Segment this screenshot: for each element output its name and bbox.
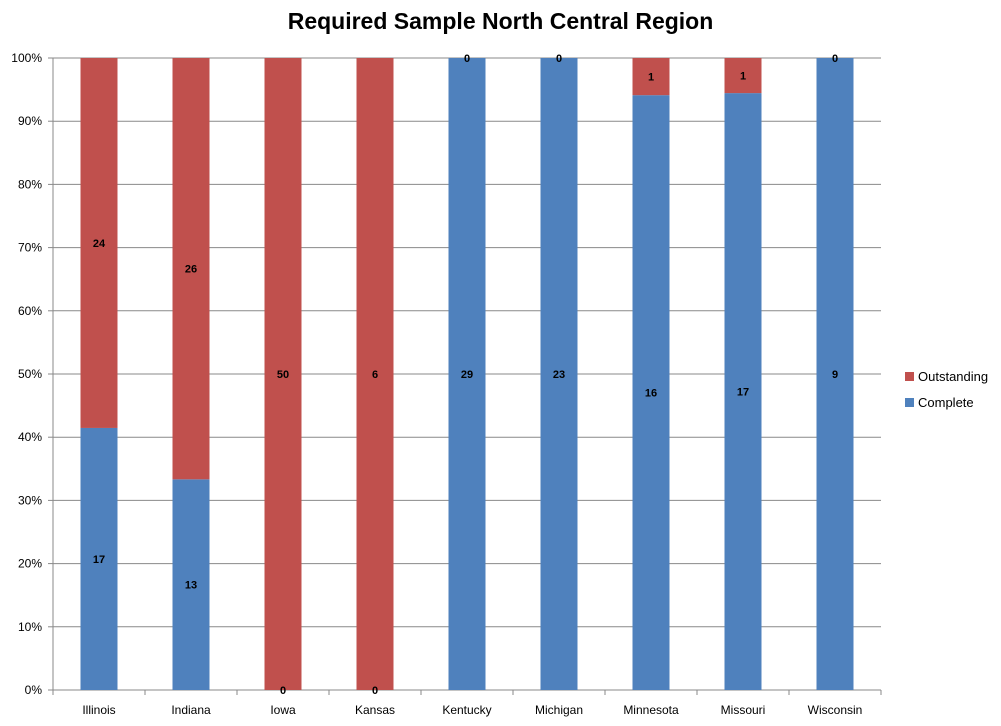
y-tick-label: 90% xyxy=(18,114,42,128)
chart-title: Required Sample North Central Region xyxy=(287,8,714,34)
bar-outstanding xyxy=(264,58,302,690)
data-label-complete: 23 xyxy=(553,369,565,381)
legend-label-outstanding: Outstanding xyxy=(918,368,989,384)
data-label-complete: 17 xyxy=(737,387,749,399)
data-label-outstanding: 0 xyxy=(832,53,838,65)
data-label-outstanding: 1 xyxy=(648,72,654,84)
y-tick-label: 20% xyxy=(18,557,42,571)
y-tick-label: 100% xyxy=(11,51,42,65)
legend: Outstanding Complete xyxy=(905,363,988,415)
legend-item-outstanding: Outstanding xyxy=(905,363,988,389)
x-tick-label: Kentucky xyxy=(442,703,491,717)
bar-outstanding xyxy=(724,58,762,94)
y-tick-label: 10% xyxy=(18,620,42,634)
bar-complete xyxy=(816,58,854,690)
y-tick-label: 0% xyxy=(25,683,43,697)
x-tick-label: Indiana xyxy=(171,703,211,717)
x-tick-label: Missouri xyxy=(721,703,766,717)
bar-complete xyxy=(724,93,762,691)
legend-item-complete: Complete xyxy=(905,389,988,415)
data-label-outstanding: 0 xyxy=(464,53,470,65)
bar-complete xyxy=(540,58,578,690)
data-label-outstanding: 26 xyxy=(185,264,197,276)
data-label-complete: 13 xyxy=(185,580,197,592)
data-label-outstanding: 1 xyxy=(740,71,746,83)
y-tick-label: 70% xyxy=(18,241,42,255)
bar-complete xyxy=(448,58,486,690)
data-label-complete: 0 xyxy=(280,685,286,697)
data-label-complete: 17 xyxy=(93,554,105,566)
y-tick-label: 30% xyxy=(18,493,42,507)
x-tick-label: Minnesota xyxy=(623,703,679,717)
x-tick-label: Michigan xyxy=(535,703,583,717)
data-label-outstanding: 6 xyxy=(372,369,378,381)
y-tick-label: 50% xyxy=(18,367,42,381)
x-tick-label: Wisconsin xyxy=(808,703,863,717)
data-label-outstanding: 24 xyxy=(93,238,106,250)
x-tick-label: Iowa xyxy=(270,703,296,717)
data-label-outstanding: 50 xyxy=(277,369,289,381)
bar-complete xyxy=(172,479,210,690)
bar-complete xyxy=(632,95,670,691)
x-tick-label: Illinois xyxy=(82,703,115,717)
bar-outstanding xyxy=(80,58,118,428)
bar-outstanding xyxy=(356,58,394,690)
bar-outstanding xyxy=(632,58,670,96)
data-label-complete: 9 xyxy=(832,369,838,381)
data-label-outstanding: 0 xyxy=(556,53,562,65)
data-label-complete: 16 xyxy=(645,388,657,400)
legend-label-complete: Complete xyxy=(918,394,974,410)
bar-outstanding xyxy=(172,58,210,480)
y-tick-label: 80% xyxy=(18,177,42,191)
bar-complete xyxy=(80,427,118,690)
x-tick-label: Kansas xyxy=(355,703,395,717)
data-label-complete: 29 xyxy=(461,369,473,381)
legend-swatch-complete xyxy=(905,397,914,407)
data-label-complete: 0 xyxy=(372,685,378,697)
legend-swatch-outstanding xyxy=(905,371,914,381)
y-tick-label: 60% xyxy=(18,304,42,318)
y-tick-label: 40% xyxy=(18,430,42,444)
